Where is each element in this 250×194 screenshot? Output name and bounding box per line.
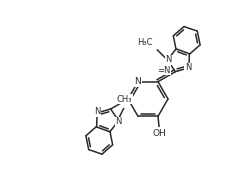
Text: =N: =N — [157, 66, 170, 75]
Text: N: N — [134, 77, 141, 86]
Text: N: N — [115, 117, 121, 126]
Text: N: N — [94, 107, 100, 116]
Text: N: N — [184, 63, 190, 72]
Text: N: N — [164, 55, 171, 64]
Text: CH₃: CH₃ — [116, 95, 132, 104]
Text: H₃C: H₃C — [136, 38, 152, 47]
Text: OH: OH — [152, 129, 165, 138]
